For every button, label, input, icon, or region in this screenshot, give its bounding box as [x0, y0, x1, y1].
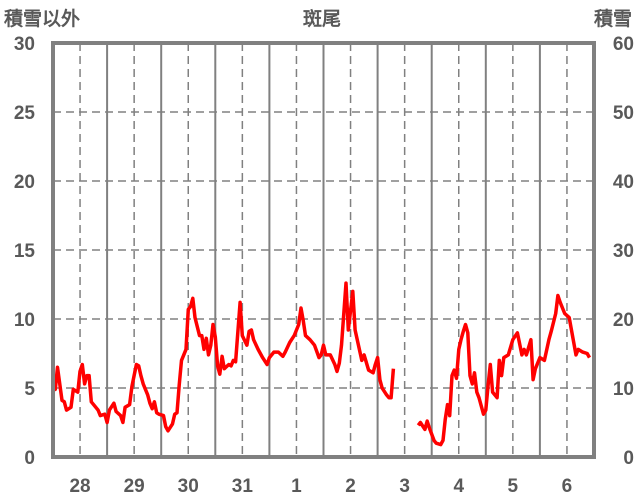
y-left-tick-label: 15 [14, 241, 36, 262]
x-tick-label: 30 [178, 476, 199, 497]
y-right-tick-label: 0 [623, 448, 634, 469]
y-left-tick-label: 5 [24, 379, 35, 400]
y-left-tick-label: 0 [24, 448, 35, 469]
x-tick-label: 29 [124, 476, 145, 497]
series-line-other [51, 281, 396, 433]
plot-frame [51, 41, 596, 459]
x-tick-label: 3 [399, 476, 410, 497]
grid [53, 43, 594, 457]
series-line-other [416, 293, 592, 447]
left-axis-label: 積雪以外 [4, 7, 80, 30]
y-right-tick-label: 60 [613, 34, 634, 55]
y-right-tick-label: 30 [613, 241, 634, 262]
y-left-tick-label: 25 [14, 103, 36, 124]
right-axis-label: 積雪 [594, 7, 632, 30]
x-tick-label: 1 [291, 476, 302, 497]
y-right-tick-label: 40 [613, 172, 634, 193]
y-left-tick-label: 20 [14, 172, 35, 193]
x-tick-label: 5 [508, 476, 519, 497]
y-right-tick-label: 50 [613, 103, 634, 124]
x-tick-label: 4 [453, 476, 464, 497]
tick-labels: 0 5 10 15 20 25 30 0 10 20 30 40 50 60 28 29 30 31 1 2 3 4 5 6 [14, 34, 634, 497]
x-tick-label: 2 [345, 476, 356, 497]
y-right-tick-label: 10 [613, 379, 634, 400]
x-tick-label: 28 [69, 476, 90, 497]
y-left-tick-label: 10 [14, 310, 35, 331]
chart-title: 斑尾 [303, 8, 341, 30]
x-tick-label: 6 [562, 476, 573, 497]
y-left-tick-label: 30 [14, 34, 35, 55]
x-tick-label: 31 [232, 476, 254, 497]
y-right-tick-label: 20 [613, 310, 634, 331]
